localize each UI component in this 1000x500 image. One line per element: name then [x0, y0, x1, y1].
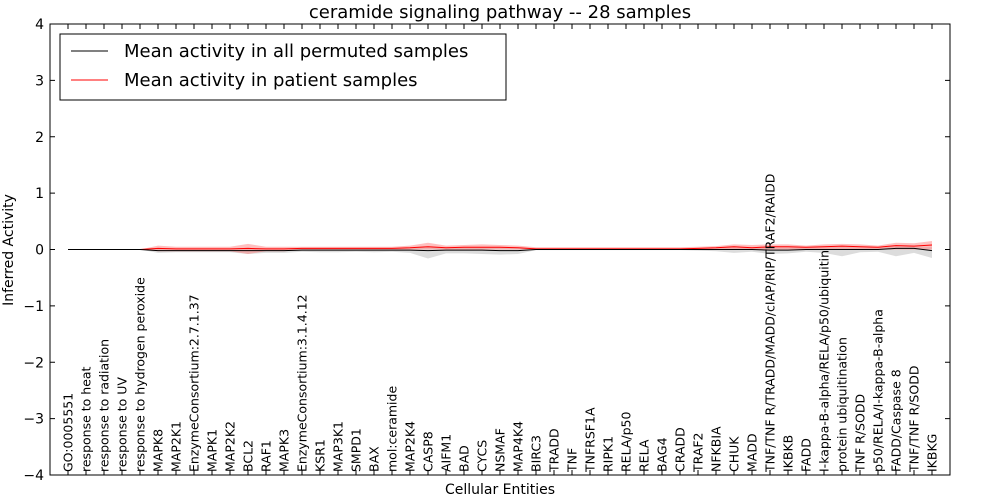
x-tick-label: response to heat	[79, 366, 94, 472]
x-tick-label: IKBKB	[781, 435, 796, 472]
x-tick-label: TNF R/SODD	[853, 394, 868, 473]
x-tick-label: FADD/Caspase 8	[889, 369, 904, 472]
y-axis: −4 −3 −2 −1 0 1 2 3 4	[23, 17, 950, 484]
x-tick-label: CHUK	[727, 436, 742, 472]
x-tick-label: EnzymeConsortium:2.7.1.37	[187, 294, 202, 472]
x-tick-label: MAP2K4	[403, 421, 418, 472]
legend-box	[59, 33, 507, 101]
x-axis-label: Cellular Entities	[445, 482, 555, 498]
y-tick-label: −3	[23, 412, 44, 428]
x-tick-label: MAP4K4	[511, 421, 526, 472]
x-tick-label: AIFM1	[439, 434, 454, 472]
x-tick-label: I-kappa-B-alpha/RELA/p50/ubiquitin	[817, 250, 832, 472]
x-tick-label: TNFRSF1A	[583, 407, 598, 473]
x-tick-label: EnzymeConsortium:3.1.4.12	[295, 294, 310, 472]
x-tick-label: MAPK1	[205, 429, 220, 472]
legend-label-patient: Mean activity in patient samples	[124, 70, 418, 91]
x-tick-label: BAD	[457, 445, 472, 472]
y-tick-label: 3	[35, 73, 44, 89]
x-tick-label: MAPK3	[277, 429, 292, 472]
x-tick-label: mol:ceramide	[385, 386, 400, 472]
y-tick-label: −2	[23, 355, 44, 371]
x-tick-label: TRAF2	[691, 432, 706, 473]
x-tick-label: TNF/TNF R/SODD	[907, 366, 922, 473]
x-tick-label: MADD	[745, 433, 760, 472]
x-tick-label: NFKBIA	[709, 426, 724, 472]
x-tick-label: CRADD	[673, 427, 688, 472]
x-tick-label: response to radiation	[97, 339, 112, 472]
x-tick-label: response to hydrogen peroxide	[133, 277, 148, 472]
series-line-permuted	[68, 247, 933, 252]
x-tick-label: response to UV	[115, 377, 130, 472]
x-tick-label: BAX	[367, 446, 382, 472]
x-tick-label: MAP2K2	[223, 421, 238, 472]
y-tick-label: −1	[23, 299, 44, 315]
x-axis: GO:0005551 response to heat response to ra…	[61, 24, 940, 475]
x-tick-label: GO:0005551	[61, 393, 76, 472]
x-tick-label: FADD	[799, 438, 814, 472]
x-tick-label: BIRC3	[529, 435, 544, 472]
x-tick-label: IKBKG	[925, 434, 940, 472]
y-axis-label: Inferred Activity	[1, 194, 17, 306]
x-tick-label: protein ubiquitination	[835, 337, 850, 472]
x-tick-label: MAP2K1	[169, 421, 184, 472]
x-tick-label: CASP8	[421, 431, 436, 472]
y-tick-label: 0	[35, 243, 44, 259]
series-line-patient	[68, 244, 933, 250]
x-tick-label: RAF1	[259, 440, 274, 472]
chart-title: ceramide signaling pathway -- 28 samples	[309, 2, 691, 23]
x-tick-label: RIPK1	[601, 436, 616, 472]
y-tick-label: 1	[35, 186, 44, 202]
series-lines	[68, 244, 933, 252]
x-tick-label: NSMAF	[493, 428, 508, 472]
x-tick-label: KSR1	[313, 439, 328, 472]
x-tick-label: TNF	[565, 448, 580, 473]
y-tick-label: 4	[35, 17, 44, 33]
x-tick-label: TNF/TNF R/TRADD/MADD/cIAP/RIP/TRAF2/RAID…	[763, 174, 778, 473]
y-tick-label: 2	[35, 130, 44, 146]
x-tick-label: BCL2	[241, 440, 256, 472]
legend: Mean activity in all permuted samples Mea…	[59, 33, 507, 101]
x-tick-label: CYCS	[475, 440, 490, 472]
x-tick-label: TRADD	[547, 428, 562, 473]
x-tick-label: MAP3K1	[331, 421, 346, 472]
x-tick-label: p50/RELA/I-kappa-B-alpha	[871, 309, 886, 472]
x-tick-label: MAPK8	[151, 429, 166, 472]
x-tick-label: BAG4	[655, 437, 670, 472]
legend-label-permuted: Mean activity in all permuted samples	[124, 41, 468, 62]
y-tick-label: −4	[23, 468, 44, 484]
x-tick-label: RELA/p50	[619, 412, 634, 472]
x-tick-label: RELA	[637, 439, 652, 472]
x-tick-label: SMPD1	[349, 428, 364, 472]
